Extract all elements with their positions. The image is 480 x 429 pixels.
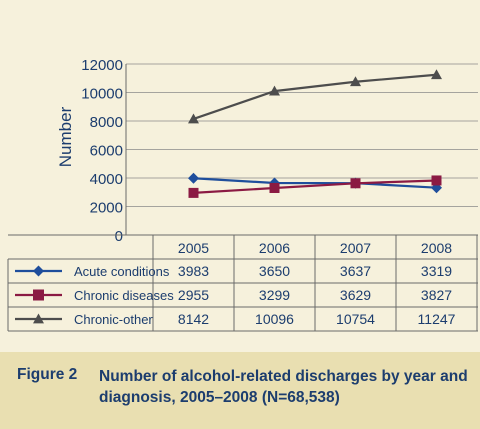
figure-caption: Number of alcohol-related discharges by … bbox=[99, 368, 468, 406]
figure-label: Figure 2 bbox=[17, 366, 78, 383]
table-value-chronic-other: 8142 bbox=[178, 311, 209, 327]
table-value-acute-conditions: 3650 bbox=[259, 263, 290, 279]
data-point-chronic-diseases bbox=[188, 187, 199, 198]
table-value-chronic-other: 10096 bbox=[255, 311, 294, 327]
data-point-chronic-other bbox=[269, 85, 280, 96]
data-point-acute-conditions bbox=[188, 172, 199, 184]
legend-marker-chronic-diseases bbox=[33, 289, 44, 301]
data-point-chronic-other bbox=[188, 113, 199, 124]
chart: 0 2000 4000 6000 8000 10000 12000 Number 2005 200… bbox=[7, 57, 478, 332]
table-value-chronic-other: 10754 bbox=[336, 311, 375, 327]
y-tick-label: 2000 bbox=[90, 200, 123, 217]
y-tick-label: 4000 bbox=[90, 171, 123, 188]
legend-marker-acute-conditions bbox=[33, 265, 44, 277]
table-value-acute-conditions: 3319 bbox=[421, 263, 452, 279]
table-value-chronic-diseases: 3827 bbox=[421, 287, 452, 303]
caption-panel bbox=[0, 352, 480, 429]
y-tick-label: 0 bbox=[115, 228, 123, 245]
data-point-chronic-diseases bbox=[431, 175, 442, 186]
y-tick-label: 8000 bbox=[90, 114, 123, 131]
series-line-chronic-other bbox=[193, 73, 437, 121]
table-value-chronic-diseases: 3299 bbox=[259, 287, 290, 303]
x-category-label: 2007 bbox=[340, 240, 371, 256]
table-value-acute-conditions: 3637 bbox=[340, 263, 371, 279]
table-value-chronic-other: 11247 bbox=[418, 311, 456, 327]
chart-panel: 0 2000 4000 6000 8000 10000 12000 Number 2005 200… bbox=[0, 0, 480, 352]
x-category-label: 2005 bbox=[178, 240, 209, 256]
y-axis-title: Number bbox=[56, 106, 75, 167]
data-point-chronic-other bbox=[431, 69, 442, 80]
table-value-chronic-diseases: 3629 bbox=[340, 287, 371, 303]
series-line-acute-conditions bbox=[193, 177, 437, 189]
legend-label-chronic-other: Chronic-other bbox=[74, 312, 153, 327]
y-tick-label: 6000 bbox=[90, 143, 123, 160]
y-tick-label: 12000 bbox=[81, 57, 123, 74]
y-tick-label: 10000 bbox=[81, 86, 123, 103]
legend-label-chronic-diseases: Chronic diseases bbox=[74, 288, 174, 303]
x-category-label: 2006 bbox=[259, 240, 290, 256]
series-line-chronic-diseases bbox=[193, 179, 437, 194]
data-point-chronic-diseases bbox=[350, 178, 361, 189]
data-point-chronic-other bbox=[350, 76, 361, 87]
table-value-chronic-diseases: 2955 bbox=[178, 287, 209, 303]
legend-label-acute-conditions: Acute conditions bbox=[74, 264, 170, 279]
data-point-chronic-diseases bbox=[269, 182, 280, 193]
table-value-acute-conditions: 3983 bbox=[178, 263, 209, 279]
x-category-label: 2008 bbox=[421, 240, 452, 256]
legend-marker-chronic-other bbox=[33, 313, 44, 324]
